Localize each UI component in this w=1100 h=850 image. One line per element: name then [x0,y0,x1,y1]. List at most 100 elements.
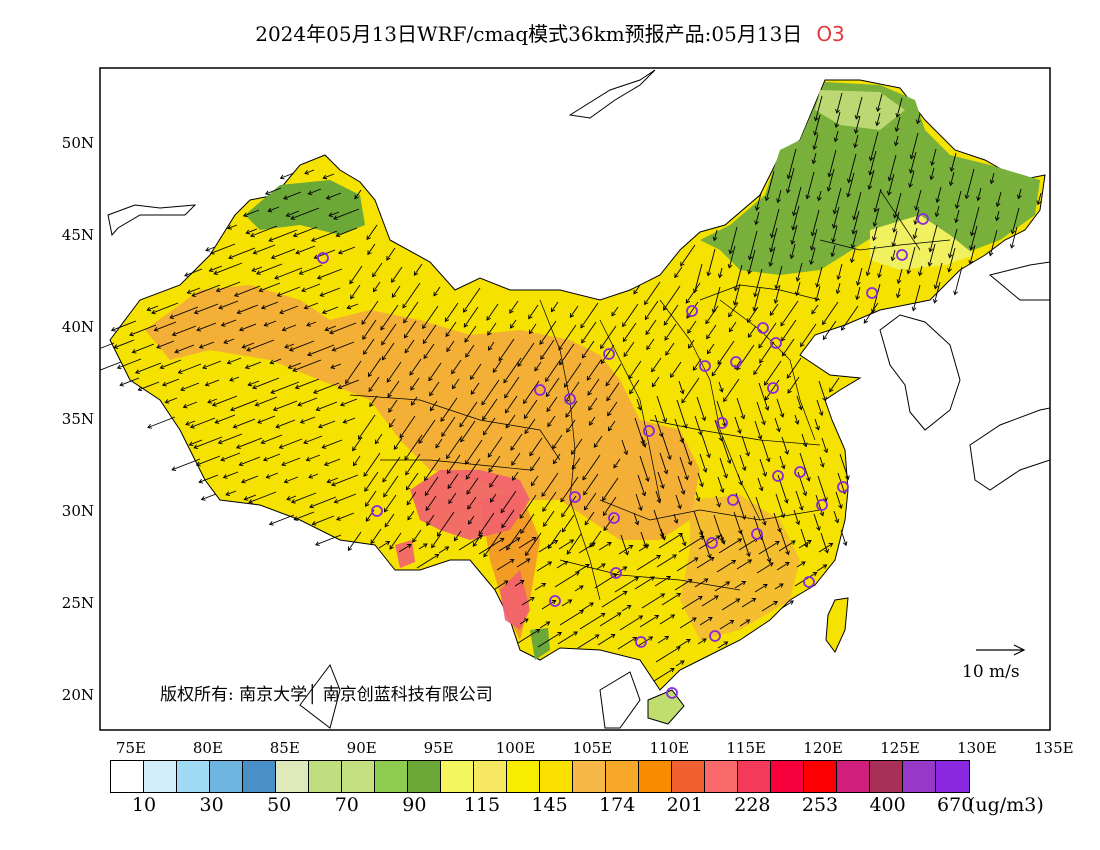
wind-vector-head [547,422,552,428]
wind-vector [312,515,335,525]
wind-vector-head [574,571,580,576]
wind-vector [246,339,275,351]
wind-vector [304,302,319,309]
wind-vector [241,475,259,483]
wind-vector [910,132,919,159]
wind-vector [410,377,420,391]
wind-vector [965,168,975,199]
wind-vector-head [834,518,840,524]
wind-vector [697,472,703,487]
wind-vector-head [235,444,241,449]
longitude-tick: 85E [269,739,300,757]
wind-vector [407,510,415,521]
wind-vector [463,306,479,328]
wind-vector-head [506,545,511,551]
wind-vector [358,414,376,440]
wind-vector [781,319,797,342]
wind-vector [165,397,178,403]
wind-vector [841,305,859,331]
wind-vector [534,583,546,591]
wind-vector-head [656,498,662,504]
balkhash-lake [107,204,197,237]
wind-vector [558,324,577,351]
wind-vector [464,325,477,343]
wind-vector-head [156,344,161,349]
wind-vector [755,211,760,225]
wind-vector [816,399,823,416]
wind-vector [705,305,719,324]
wind-vector [915,189,922,211]
wind-vector [688,339,695,349]
wind-vector-head [565,412,570,418]
station-marker [643,425,655,437]
wind-vector-head [612,574,618,579]
wind-vector-head [467,504,472,510]
wind-vector-head [728,312,733,318]
wind-vector [754,584,768,593]
wind-vector [654,414,663,437]
wind-vector-head [444,546,450,551]
wind-vector [446,454,461,474]
wind-vector-head [822,335,828,341]
wind-vector [680,244,696,267]
station-marker [727,494,739,506]
wind-vector [370,528,382,544]
wind-vector [714,581,730,592]
wind-vector-head [774,284,780,290]
wind-vector-head [317,423,323,429]
wind-vector [919,265,923,276]
wind-vector-head [545,621,551,626]
wind-vector [431,533,442,548]
wind-vector [363,338,375,355]
wind-vector-head [588,405,593,411]
wind-vector-head [753,370,758,376]
wind-vector-head [528,314,533,320]
monitoring-stations [317,213,929,699]
wind-vector [216,281,241,292]
legend-swatch [837,761,870,792]
wind-vector-head [478,530,483,536]
wind-vector [777,474,788,504]
wind-vector-head [628,545,634,550]
wind-vector-head [406,544,412,549]
wind-vector-head [719,537,725,542]
wind-vector-head [754,206,760,211]
wind-vector-head [702,467,708,473]
wind-vector-head [501,523,506,529]
wind-vector [290,207,320,220]
wind-vector [384,513,395,528]
wind-vector-head [525,558,531,563]
wind-vector [505,414,516,429]
wind-vector-head [434,554,440,559]
wind-vector [840,529,847,546]
wind-vector-head [352,461,358,467]
wind-vector [324,458,341,466]
wind-vector-head [809,260,814,265]
wind-vector-head [482,415,487,421]
wind-vector [820,532,829,553]
wind-vector [775,265,783,289]
wind-vector-head [989,179,995,185]
wind-vector [514,580,525,587]
wind-vector [129,324,157,336]
legend-label: 50 [267,794,292,816]
wind-vector [866,245,876,276]
wind-vector-head [626,605,632,610]
wind-vector-head [283,478,289,484]
wind-vector-head [687,579,693,584]
wind-vector [328,211,340,217]
wind-vector-head [466,489,471,495]
wind-vector [584,492,597,511]
wind-vector [205,379,220,386]
wind-vector [764,360,782,386]
wind-vector-head [164,399,170,404]
wind-vector-head [718,436,724,442]
wind-vector-head [675,646,681,651]
wind-vector [736,559,752,570]
wind-vector-head [311,520,317,526]
wind-vector-head [728,249,734,255]
wind-vector [193,436,223,449]
wind-vector-head [412,537,417,543]
wind-vector [404,339,415,354]
wind-vector [281,457,301,466]
